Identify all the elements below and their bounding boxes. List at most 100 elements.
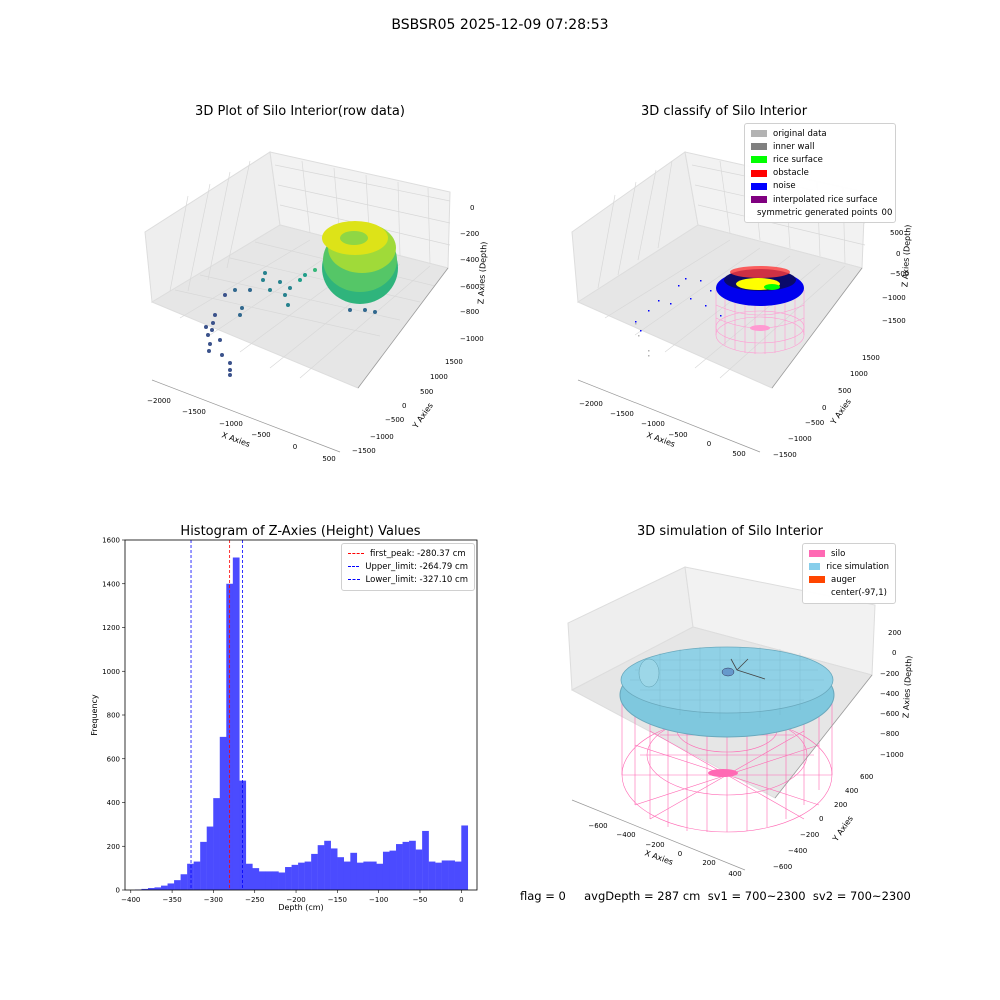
- svg-text:0: 0: [402, 402, 406, 410]
- x-tick-label: −200: [286, 896, 305, 904]
- histogram-bar: [219, 736, 227, 890]
- svg-text:500: 500: [838, 387, 851, 395]
- panel4-rice-bump: [638, 658, 660, 688]
- histogram-x-ticks: −400 −350 −300 −250 −200 −150 −100 −50 0: [121, 890, 464, 904]
- panel1-x-ticks: −2000 −1500 −1000 −500 0 500: [147, 397, 336, 463]
- panel3-legend: first_peak: -280.37 cm Upper_limit: -264…: [341, 543, 475, 591]
- panel4-x-axis: [571, 799, 746, 871]
- panel4-silo-floor-mark: [708, 769, 738, 777]
- svg-text:−1500: −1500: [882, 317, 906, 325]
- histogram-bar: [141, 888, 149, 890]
- legend-swatch: [751, 196, 767, 204]
- svg-text:−600: −600: [588, 822, 607, 830]
- svg-text:−400: −400: [880, 690, 899, 698]
- svg-text:400: 400: [728, 870, 741, 878]
- svg-text:−1000: −1000: [641, 420, 665, 428]
- panel1-y-ticks: −1500 −1000 −500 0 500 1000 1500: [352, 358, 463, 455]
- x-tick-label: −250: [245, 896, 264, 904]
- panel1-scatter-points: [204, 268, 377, 377]
- panel1-point-cloud-center: [340, 231, 368, 245]
- histogram-bar: [193, 861, 201, 890]
- histogram-bars: [134, 557, 469, 890]
- panel1-y-label: Y Axies: [410, 401, 435, 431]
- histogram-bar: [291, 864, 299, 890]
- panel2-title: 3D classify of Silo Interior: [640, 104, 808, 119]
- histogram-bar: [448, 860, 455, 890]
- panel4-3d-plot: −600 −400 −200 0 200 400 X Axies −600 −4…: [567, 566, 914, 878]
- svg-text:−800: −800: [880, 730, 899, 738]
- svg-text:−1000: −1000: [219, 420, 243, 428]
- panel2-silo-floor-mark: [750, 325, 770, 331]
- svg-text:500: 500: [322, 455, 335, 463]
- svg-text:−200: −200: [645, 841, 664, 849]
- svg-text:−1000: −1000: [370, 433, 394, 441]
- svg-text:−1500: −1500: [773, 451, 797, 459]
- histogram-bar: [187, 863, 194, 890]
- svg-text:−400: −400: [788, 847, 807, 855]
- svg-text:−200: −200: [880, 670, 899, 678]
- panel4-z-label: Z Axies (Depth): [901, 655, 913, 718]
- panel4-z-ticks: −1000 −800 −600 −400 −200 0 200: [880, 629, 904, 759]
- histogram-bar: [147, 888, 155, 890]
- histogram-bar: [232, 557, 240, 890]
- svg-text:−600: −600: [460, 283, 479, 291]
- x-tick-label: −300: [204, 896, 223, 904]
- histogram-bar: [389, 850, 397, 890]
- y-tick-label: 1400: [102, 580, 120, 588]
- legend-swatch: [809, 590, 825, 597]
- legend-swatch: [809, 563, 821, 571]
- svg-text:−200: −200: [800, 831, 819, 839]
- histogram-bar: [330, 848, 338, 890]
- legend-item-rice-simulation: rice simulation: [809, 560, 889, 573]
- x-tick-label: −150: [328, 896, 347, 904]
- panel1-title: 3D Plot of Silo Interior(row data): [195, 104, 405, 119]
- svg-text:1500: 1500: [862, 354, 880, 362]
- panel2-y-axis: [771, 267, 863, 389]
- histogram-bar: [402, 841, 410, 890]
- histogram-bar: [317, 845, 325, 890]
- panel1-x-axis: [151, 379, 341, 453]
- svg-text:−400: −400: [616, 831, 635, 839]
- y-tick-label: 600: [107, 755, 120, 763]
- svg-text:200: 200: [888, 629, 901, 637]
- histogram-bar: [304, 861, 312, 890]
- histogram-bar: [428, 861, 436, 890]
- histogram-bar: [435, 862, 442, 890]
- panel2-z-label: Z Axies (Depth): [900, 224, 912, 287]
- panel2-legend: original data inner wall rice surface ob…: [744, 123, 896, 224]
- svg-text:400: 400: [845, 787, 858, 795]
- panel2-z-ticks: −1500 −1000 −500 0 500: [882, 229, 909, 325]
- panel2-x-ticks: −2000 −1500 −1000 −500 0 500: [579, 400, 746, 458]
- histogram-bar: [350, 852, 358, 890]
- legend-swatch: [751, 156, 767, 164]
- panel1-3d-plot: −2000 −1500 −1000 −500 0 500 X Axies −15…: [144, 151, 489, 463]
- panel4-y-axis: [774, 674, 873, 799]
- legend-line: [348, 579, 360, 581]
- y-tick-label: 1600: [102, 537, 120, 545]
- x-tick-label: −350: [162, 896, 181, 904]
- histogram-bar: [356, 862, 364, 890]
- panel4-y-label: Y Axies: [830, 814, 855, 844]
- svg-text:−600: −600: [880, 710, 899, 718]
- legend-item-noise: noise: [751, 180, 889, 193]
- svg-text:1500: 1500: [445, 358, 463, 366]
- histogram-bar: [252, 868, 260, 890]
- panel3-histogram: −400 −350 −300 −250 −200 −150 −100 −50 0 0 200 400…: [90, 537, 478, 912]
- svg-text:−1500: −1500: [352, 447, 376, 455]
- legend-line: [348, 566, 360, 568]
- x-tick-label: −400: [121, 896, 140, 904]
- legend-item-interpolated-rice-surface: interpolated rice surface: [751, 193, 889, 206]
- legend-swatch: [751, 182, 767, 190]
- panel1-z-ticks: −1000 −800 −600 −400 −200 0: [460, 204, 484, 343]
- histogram-bar: [180, 874, 188, 890]
- histogram-bar: [161, 885, 168, 890]
- histogram-bar: [285, 867, 292, 890]
- status-footer: flag = 0 avgDepth = 287 cm sv1 = 700~230…: [520, 889, 911, 903]
- svg-text:−500: −500: [668, 431, 687, 439]
- svg-text:0: 0: [892, 649, 896, 657]
- panel2-y-ticks: −1500 −1000 −500 0 500 1000 1500: [773, 354, 880, 459]
- histogram-bar: [409, 840, 416, 890]
- svg-text:−500: −500: [805, 419, 824, 427]
- svg-text:−400: −400: [460, 256, 479, 264]
- panel1-x-label: X Axies: [220, 430, 251, 449]
